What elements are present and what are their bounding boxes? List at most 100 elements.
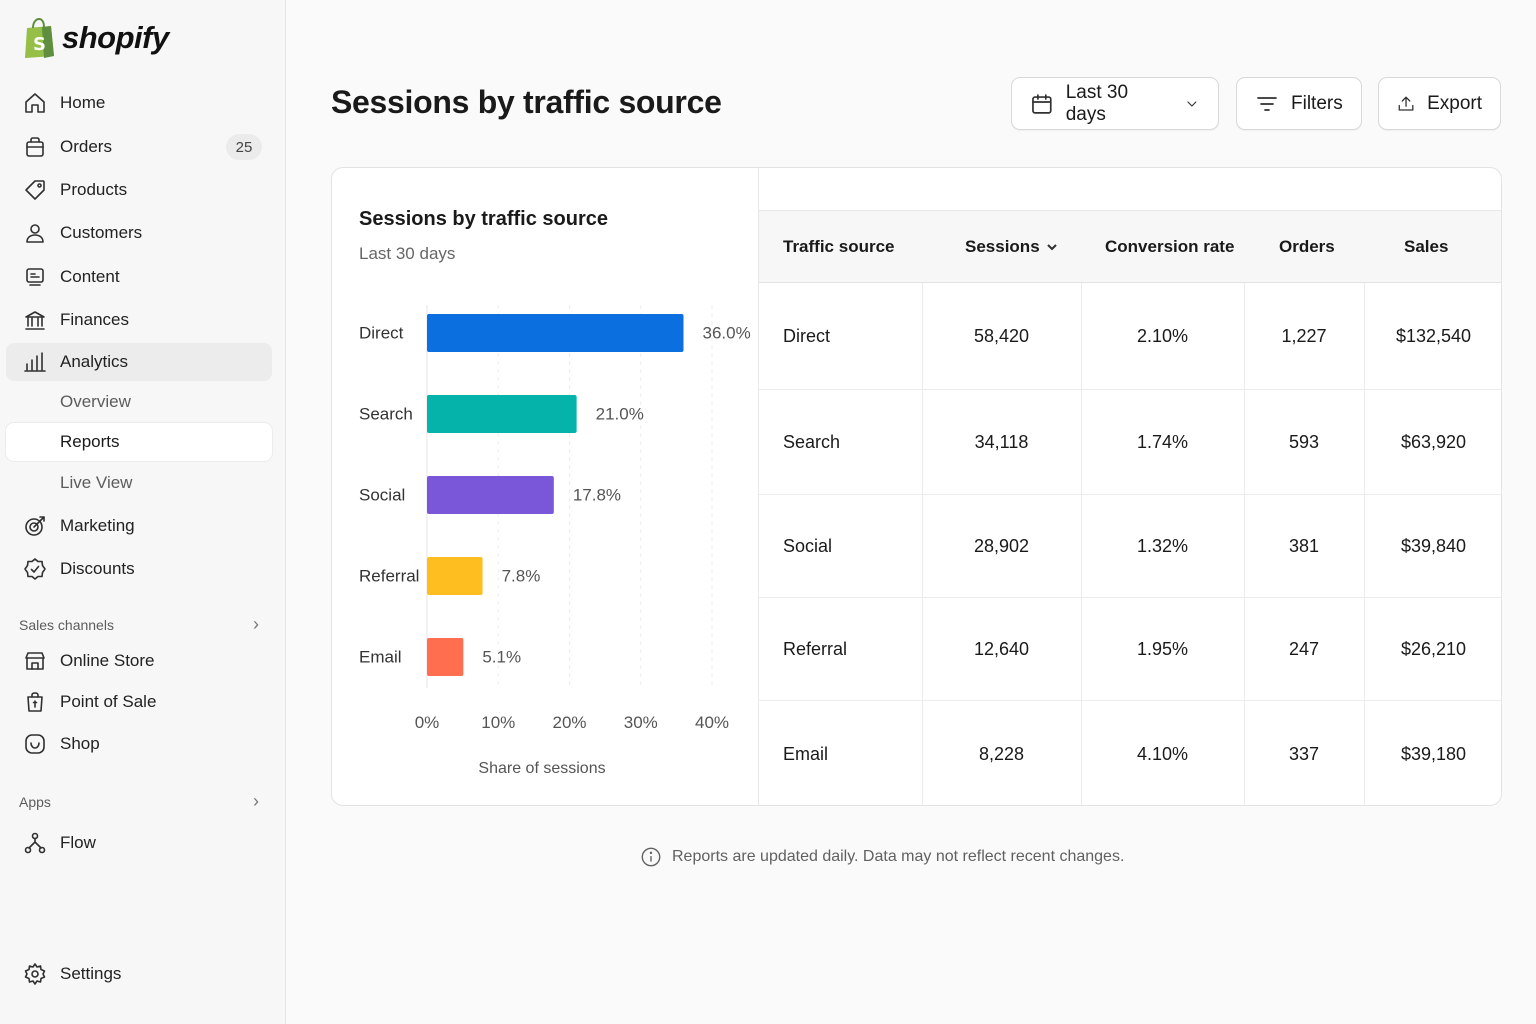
cell-conversion-rate: 2.10% — [1136, 325, 1189, 346]
x-tick-label: 20% — [552, 713, 586, 732]
column-header-conversion-rate[interactable]: Conversion rate — [1105, 237, 1235, 256]
sidebar: S shopify Home Orders 25 Products Custom… — [0, 0, 286, 1024]
sort-chevron-icon — [1046, 244, 1057, 251]
cell-source: Search — [783, 431, 841, 452]
category-label: Referral — [359, 566, 419, 585]
discount-icon — [22, 556, 48, 582]
date-range-button[interactable]: Last 30 days — [1011, 77, 1219, 130]
footnote: Reports are updated daily. Data may not … — [640, 846, 1124, 868]
column-header-sessions[interactable]: Sessions — [965, 211, 1058, 283]
column-divider — [1364, 283, 1365, 805]
filters-button[interactable]: Filters — [1236, 77, 1362, 130]
sidebar-item-label: Orders — [60, 137, 112, 156]
table-row[interactable]: Social 28,902 1.32% 381 $39,840 — [759, 495, 1501, 598]
cell-source: Social — [783, 535, 833, 556]
footnote-text: Reports are updated daily. Data may not … — [672, 848, 1125, 865]
sidebar-item-settings[interactable]: Settings — [6, 955, 272, 993]
cell-sessions: 28,902 — [973, 535, 1030, 556]
column-header-orders[interactable]: Orders — [1279, 237, 1335, 256]
table-row[interactable]: Referral 12,640 1.95% 247 $26,210 — [759, 598, 1501, 701]
chevron-right-icon: › — [253, 614, 259, 634]
x-tick-label: 0% — [415, 713, 440, 732]
sidebar-subitem-live-view[interactable]: Live View — [6, 464, 272, 502]
sidebar-item-label: Home — [60, 93, 106, 112]
data-label: 21.0% — [596, 404, 644, 423]
cell-sales: $39,180 — [1400, 743, 1467, 764]
sidebar-item-analytics[interactable]: Analytics — [6, 343, 272, 381]
sidebar-item-shop[interactable]: Shop — [6, 725, 272, 763]
person-icon — [22, 220, 48, 246]
sidebar-item-online-store[interactable]: Online Store — [6, 642, 272, 680]
shopify-logo[interactable]: S shopify — [22, 18, 169, 58]
x-tick-label: 10% — [481, 713, 515, 732]
cell-conversion-rate: 1.32% — [1136, 535, 1189, 556]
calendar-icon — [1032, 93, 1052, 114]
data-label: 5.1% — [482, 647, 521, 666]
chart-panel: Sessions by traffic source Last 30 days … — [332, 168, 759, 805]
brand-name: shopify — [62, 20, 169, 55]
cell-orders: 337 — [1288, 743, 1320, 764]
sidebar-item-finances[interactable]: Finances — [6, 301, 272, 339]
bar-chart-icon — [22, 349, 48, 375]
orders-count-badge: 25 — [226, 134, 262, 160]
sidebar-item-label: Content — [60, 267, 120, 286]
target-icon — [22, 513, 48, 539]
bar-chart: 0% 10% 20% 30% 40% Direct 36.0% Search 21.0% Soci… — [359, 305, 751, 777]
cell-sessions: 12,640 — [973, 638, 1030, 659]
sidebar-item-point-of-sale[interactable]: Point of Sale — [6, 683, 272, 721]
flow-icon — [22, 830, 48, 856]
cell-orders: 247 — [1288, 638, 1320, 659]
sidebar-item-orders[interactable]: Orders 25 — [6, 128, 272, 166]
cell-sessions: 58,420 — [973, 325, 1030, 346]
export-button[interactable]: Export — [1378, 77, 1501, 130]
sidebar-item-flow[interactable]: Flow — [6, 824, 272, 862]
category-label: Direct — [359, 323, 404, 342]
column-divider — [1244, 283, 1245, 805]
sidebar-item-marketing[interactable]: Marketing — [6, 507, 272, 545]
sidebar-item-label: Shop — [60, 734, 100, 753]
sidebar-item-label: Products — [60, 180, 128, 199]
sidebar-item-discounts[interactable]: Discounts — [6, 550, 272, 588]
upload-icon — [1398, 96, 1414, 111]
sidebar-subitem-reports[interactable]: Reports — [6, 423, 272, 461]
cell-orders: 593 — [1288, 431, 1320, 452]
sidebar-item-products[interactable]: Products — [6, 171, 272, 209]
filter-icon — [1257, 96, 1277, 111]
cell-conversion-rate: 1.74% — [1136, 431, 1189, 452]
cell-orders: 381 — [1288, 535, 1320, 556]
bar — [427, 638, 464, 676]
column-header-sales[interactable]: Sales — [1404, 237, 1449, 256]
column-divider — [922, 283, 923, 805]
bar — [427, 395, 577, 433]
table-row[interactable]: Search 34,118 1.74% 593 $63,920 — [759, 390, 1501, 495]
sidebar-subitem-overview[interactable]: Overview — [6, 383, 272, 421]
apps-section[interactable]: Apps › — [19, 791, 259, 812]
date-range-label: Last 30 days — [1065, 81, 1129, 125]
column-header-traffic-source[interactable]: Traffic source — [783, 237, 895, 256]
data-label: 7.8% — [502, 566, 541, 585]
export-label: Export — [1427, 92, 1482, 114]
cell-sales: $39,840 — [1400, 535, 1467, 556]
sales-channels-label: Sales channels — [19, 616, 114, 633]
cell-conversion-rate: 1.95% — [1136, 638, 1189, 659]
svg-text:S: S — [33, 34, 46, 55]
table-row[interactable]: Direct 58,420 2.10% 1,227 $132,540 — [759, 283, 1501, 390]
x-axis-label: Share of sessions — [478, 760, 605, 777]
content-icon — [22, 264, 48, 290]
sidebar-item-label: Discounts — [60, 559, 135, 578]
x-tick-label: 40% — [695, 713, 729, 732]
sidebar-item-label: Marketing — [60, 516, 135, 535]
cell-sessions: 34,118 — [974, 431, 1029, 452]
sales-channels-section[interactable]: Sales channels › — [19, 614, 259, 635]
sidebar-item-content[interactable]: Content — [6, 258, 272, 296]
gear-icon — [22, 961, 48, 987]
sidebar-subitem-label: Live View — [60, 473, 133, 492]
report-card: Sessions by traffic source Last 30 days … — [331, 167, 1502, 806]
sidebar-item-customers[interactable]: Customers — [6, 214, 272, 252]
sidebar-item-label: Flow — [60, 833, 96, 852]
table-row[interactable]: Email 8,228 4.10% 337 $39,180 — [759, 701, 1501, 805]
sidebar-item-label: Analytics — [60, 352, 129, 371]
apps-label: Apps — [19, 793, 51, 810]
filters-label: Filters — [1291, 92, 1343, 114]
sidebar-item-home[interactable]: Home — [6, 84, 272, 122]
